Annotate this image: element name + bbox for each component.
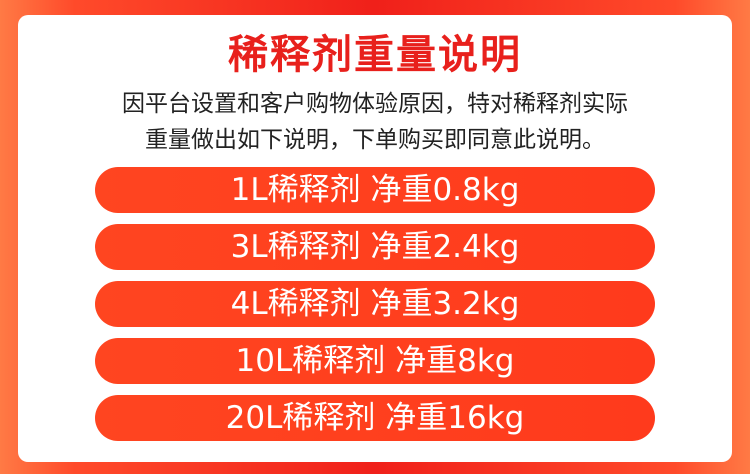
description: 因平台设置和客户购物体验原因，特对稀释剂实际 重量做出如下说明，下单购买即同意此… [0, 86, 750, 158]
weight-item: 3L稀释剂 净重2.4kg [95, 224, 655, 270]
description-line: 因平台设置和客户购物体验原因，特对稀释剂实际 [122, 91, 628, 117]
weight-item: 20L稀释剂 净重16kg [95, 395, 655, 441]
weight-item: 4L稀释剂 净重3.2kg [95, 281, 655, 327]
weight-item: 10L稀释剂 净重8kg [95, 338, 655, 384]
description-line: 重量做出如下说明，下单购买即同意此说明。 [145, 127, 605, 153]
weight-item: 1L稀释剂 净重0.8kg [95, 167, 655, 213]
page-title: 稀释剂重量说明 [228, 32, 522, 78]
